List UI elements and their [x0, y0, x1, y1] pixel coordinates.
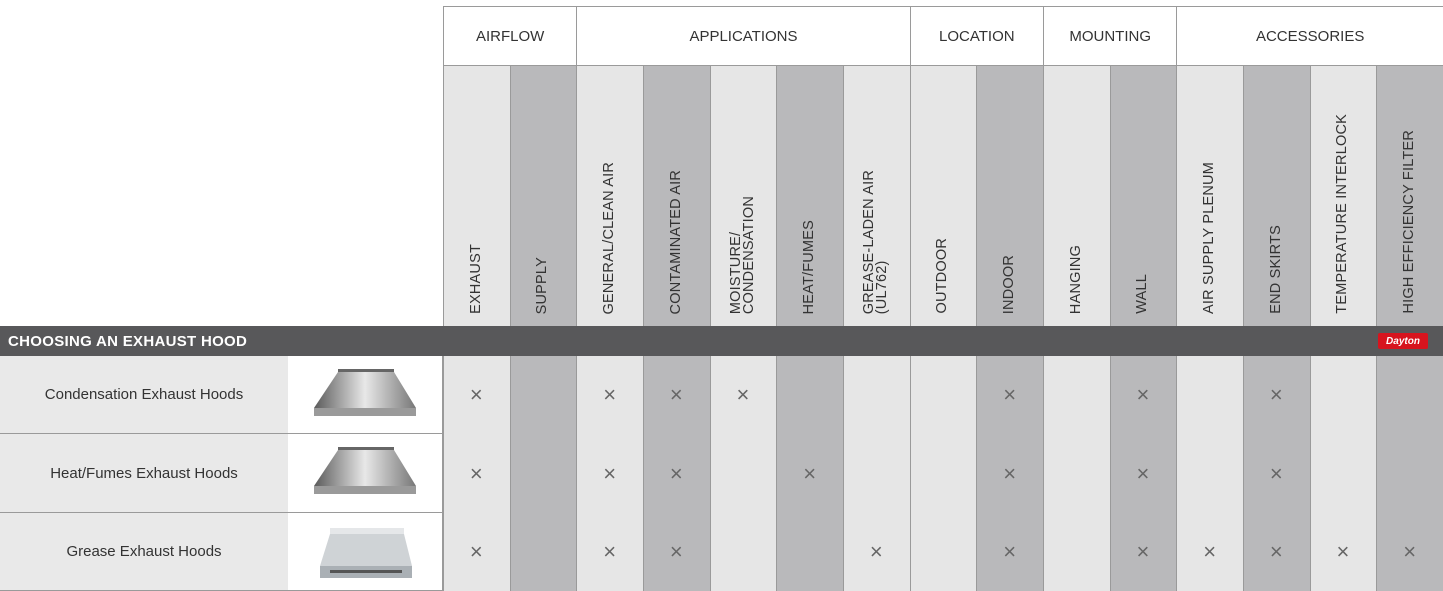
column-header: WALL	[1110, 65, 1177, 326]
row-label: Grease Exhaust Hoods	[0, 512, 289, 591]
column-label: GENERAL/CLEAN AIR	[601, 161, 618, 314]
check-mark: ×	[1269, 382, 1283, 408]
section-band: CHOOSING AN EXHAUST HOOD	[0, 326, 1443, 356]
check-mark: ×	[1003, 460, 1017, 486]
check-mark: ×	[603, 382, 617, 408]
group-header: AIRFLOW	[443, 6, 577, 65]
column-label: HIGH EFFICIENCY FILTER	[1401, 130, 1418, 314]
column-label: GREASE-LADEN AIR (UL762)	[861, 169, 891, 314]
check-mark: ×	[1136, 460, 1150, 486]
column-label: WALL	[1134, 274, 1151, 314]
check-mark: ×	[469, 382, 483, 408]
check-mark: ×	[1336, 538, 1350, 564]
group-header: LOCATION	[909, 6, 1043, 65]
check-mark: ×	[1403, 538, 1417, 564]
product-image	[320, 528, 412, 579]
check-mark: ×	[803, 460, 817, 486]
check-mark: ×	[1136, 382, 1150, 408]
column-label: MOISTURE/ CONDENSATION	[727, 195, 757, 314]
group-header: ACCESSORIES	[1176, 6, 1443, 65]
check-mark: ×	[1269, 538, 1283, 564]
product-image	[314, 368, 416, 416]
column-header: SUPPLY	[510, 65, 577, 326]
image-cell	[288, 512, 443, 591]
image-cell	[288, 434, 443, 513]
column-label: HANGING	[1067, 244, 1084, 314]
column-header: AIR SUPPLY PLENUM	[1176, 65, 1243, 326]
check-mark: ×	[1269, 460, 1283, 486]
check-mark: ×	[1203, 538, 1217, 564]
column-header: CONTAMINATED AIR	[643, 65, 710, 326]
brand-logo: Dayton	[1378, 333, 1428, 349]
row-label: Condensation Exhaust Hoods	[0, 356, 289, 435]
check-mark: ×	[669, 460, 683, 486]
column-label: HEAT/FUMES	[801, 219, 818, 314]
column-label: AIR SUPPLY PLENUM	[1201, 162, 1218, 314]
check-mark: ×	[603, 460, 617, 486]
check-mark: ×	[603, 538, 617, 564]
column-label: EXHAUST	[467, 244, 484, 314]
check-mark: ×	[869, 538, 883, 564]
column-header: GENERAL/CLEAN AIR	[576, 65, 643, 326]
column-label: SUPPLY	[534, 256, 551, 314]
column-header: HEAT/FUMES	[776, 65, 843, 326]
column-header: MOISTURE/ CONDENSATION	[710, 65, 777, 326]
column-header: INDOOR	[976, 65, 1043, 326]
group-header: MOUNTING	[1043, 6, 1177, 65]
image-cell	[288, 356, 443, 435]
check-mark: ×	[669, 538, 683, 564]
column-header: HANGING	[1043, 65, 1110, 326]
header-border	[443, 65, 1443, 66]
column-header: TEMPERATURE INTERLOCK	[1310, 65, 1377, 326]
check-mark: ×	[669, 382, 683, 408]
column-label: OUTDOOR	[934, 238, 951, 314]
check-mark: ×	[736, 382, 750, 408]
row-label: Heat/Fumes Exhaust Hoods	[0, 434, 289, 513]
check-mark: ×	[1003, 538, 1017, 564]
check-mark: ×	[1003, 382, 1017, 408]
column-label: END SKIRTS	[1267, 225, 1284, 314]
column-label: INDOOR	[1001, 254, 1018, 314]
check-mark: ×	[1136, 538, 1150, 564]
column-header: END SKIRTS	[1243, 65, 1310, 326]
column-label: TEMPERATURE INTERLOCK	[1334, 114, 1351, 314]
column-header: EXHAUST	[443, 65, 510, 326]
group-header: APPLICATIONS	[576, 6, 910, 65]
section-title: CHOOSING AN EXHAUST HOOD	[8, 332, 248, 350]
product-image	[314, 447, 416, 495]
column-header: OUTDOOR	[910, 65, 977, 326]
check-mark: ×	[469, 538, 483, 564]
check-mark: ×	[469, 460, 483, 486]
column-header: GREASE-LADEN AIR (UL762)	[843, 65, 910, 326]
column-header: HIGH EFFICIENCY FILTER	[1376, 65, 1443, 326]
column-label: CONTAMINATED AIR	[667, 169, 684, 314]
